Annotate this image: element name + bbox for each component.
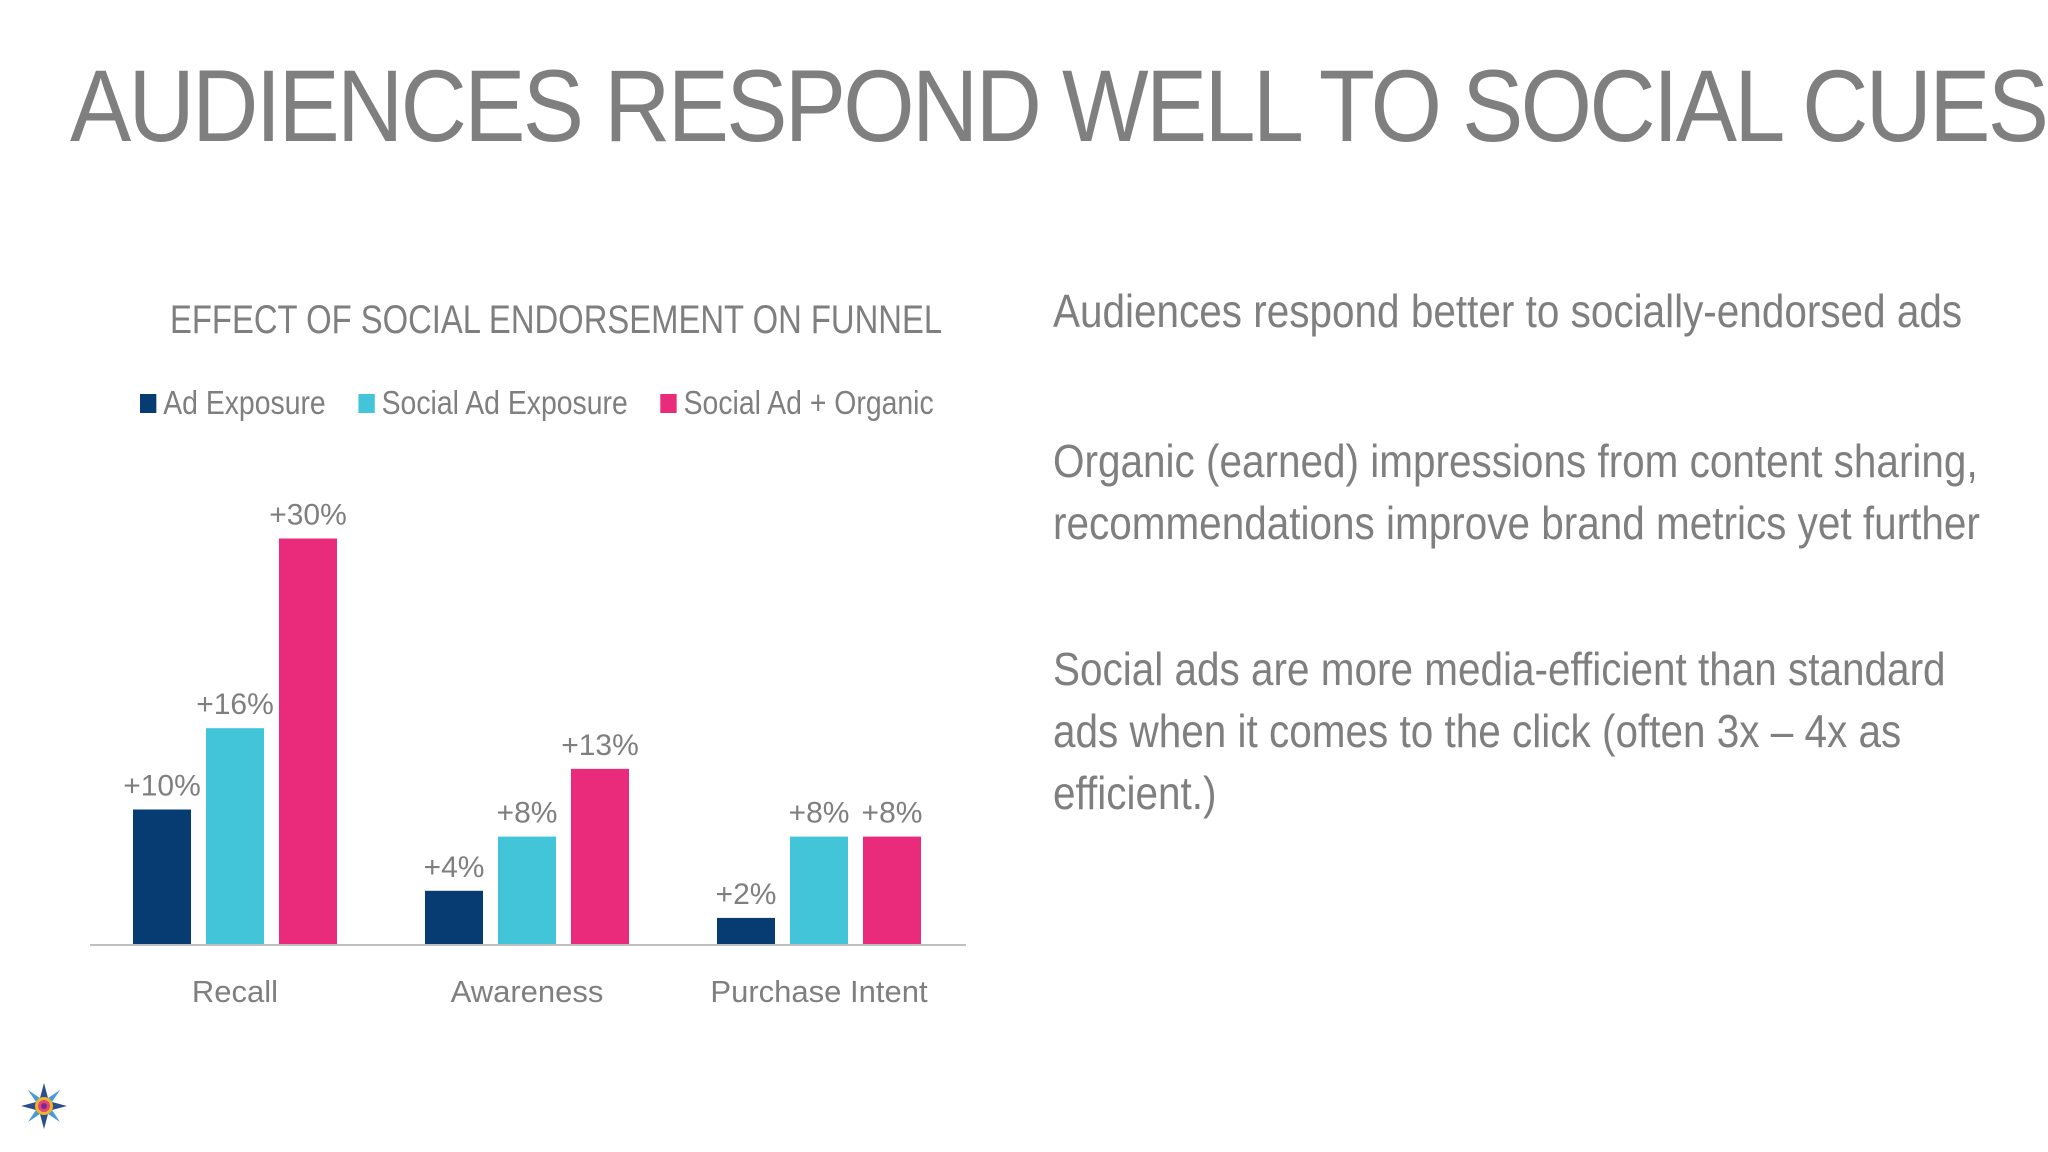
bar-purchase-intent-social-ad-exposure bbox=[790, 836, 848, 945]
category-label: Purchase Intent bbox=[710, 974, 928, 1009]
legend-item-social-ad-organic: Social Ad + Organic bbox=[660, 384, 934, 422]
legend-label-ad-exposure: Ad Exposure bbox=[163, 384, 326, 421]
bar-awareness-social-ad-exposure bbox=[498, 836, 556, 945]
legend-swatch-social-ad-exposure bbox=[358, 393, 375, 413]
bar-purchase-intent-social-ad-organic bbox=[863, 836, 921, 945]
bullet-organic: Organic (earned) impressions from conten… bbox=[1053, 435, 1980, 549]
legend-item-ad-exposure: Ad Exposure bbox=[140, 384, 326, 422]
bar-awareness-social-ad-organic bbox=[571, 768, 629, 945]
chart-legend: Ad Exposure Social Ad Exposure Social Ad… bbox=[140, 384, 966, 422]
bar-awareness-ad-exposure bbox=[425, 890, 483, 945]
legend-item-social-ad-exposure: Social Ad Exposure bbox=[358, 384, 628, 422]
bullet-list: Audiences respond better to socially-end… bbox=[1053, 280, 2033, 824]
category-label: Awareness bbox=[451, 974, 604, 1009]
data-label: +10% bbox=[123, 770, 201, 803]
data-label: +30% bbox=[269, 499, 347, 532]
data-label: +8% bbox=[862, 797, 923, 830]
data-label: +2% bbox=[716, 878, 777, 911]
bar-recall-ad-exposure bbox=[133, 809, 191, 945]
legend-label-social-ad-exposure: Social Ad Exposure bbox=[381, 384, 628, 421]
data-label: +8% bbox=[789, 797, 850, 830]
data-label: +4% bbox=[424, 851, 485, 884]
legend-swatch-ad-exposure bbox=[140, 393, 157, 413]
bar-chart: +10% +16% +30% Recall +4% +8% +13% Awareness +2%… bbox=[90, 499, 966, 1010]
data-label: +13% bbox=[561, 729, 639, 762]
data-label: +8% bbox=[497, 797, 558, 830]
bar-purchase-intent-ad-exposure bbox=[717, 917, 775, 945]
bullet-audiences: Audiences respond better to socially-end… bbox=[1053, 285, 1963, 337]
company-logo-icon bbox=[21, 1083, 67, 1129]
data-label: +16% bbox=[196, 688, 274, 721]
bar-recall-social-ad-exposure bbox=[206, 728, 264, 945]
bars-layer: +10% +16% +30% Recall +4% +8% +13% Awareness +2%… bbox=[123, 499, 928, 1010]
bar-recall-social-ad-organic bbox=[279, 538, 337, 945]
legend-swatch-social-ad-organic bbox=[660, 393, 677, 413]
category-label: Recall bbox=[192, 974, 278, 1009]
bullet-social-ads: Social ads are more media-efficient than… bbox=[1053, 643, 1946, 819]
chart-title: EFFECT OF SOCIAL ENDORSEMENT ON FUNNEL bbox=[170, 298, 943, 342]
legend-label-social-ad-organic: Social Ad + Organic bbox=[683, 384, 934, 421]
slide-title: AUDIENCES RESPOND WELL TO SOCIAL CUES bbox=[70, 49, 2048, 163]
